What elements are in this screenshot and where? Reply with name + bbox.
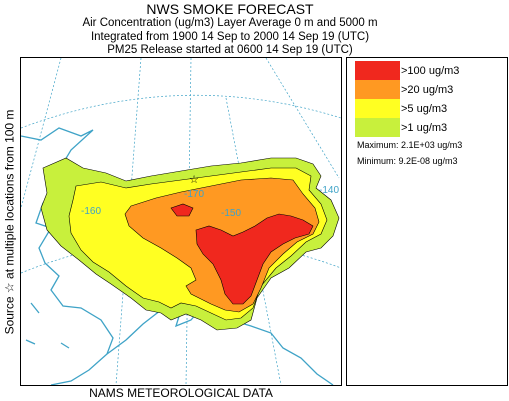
source-side-label: Source ☆ at multiple locations from 100 … (0, 57, 18, 387)
legend-label: >1 ug/m3 (401, 121, 448, 134)
longitude-label: -160 (81, 206, 101, 217)
legend-swatch (355, 118, 400, 137)
meridian-line (185, 58, 192, 385)
map-panel: -170 -160 -150 -140 ☆ (20, 57, 342, 386)
legend-item: >1 ug/m3 (355, 118, 447, 137)
meridian-line (21, 58, 62, 209)
contour-gt100 (195, 213, 314, 305)
title-block: NWS SMOKE FORECAST Air Concentration (ug… (20, 0, 440, 58)
legend-swatch (355, 99, 400, 118)
maximum-value: Maximum: 2.1E+03 ug/m3 (357, 140, 463, 150)
meteorological-data-label: NAMS METEOROLOGICAL DATA (89, 386, 273, 400)
concentration-description: Air Concentration (ug/m3) Layer Average … (82, 17, 378, 29)
forecast-title: NWS SMOKE FORECAST (146, 1, 314, 17)
longitude-label: -140 (319, 185, 339, 196)
source-side-label-text: Source ☆ at multiple locations from 100 … (2, 109, 17, 335)
islands (25, 302, 70, 349)
longitude-label: -170 (184, 189, 204, 200)
minimum-value: Minimum: 9.2E-08 ug/m3 (357, 156, 458, 166)
west-coast (21, 127, 114, 385)
meridian-line (225, 97, 282, 385)
release-start: PM25 Release started at 0600 14 Sep 19 (… (107, 44, 353, 56)
latitude-line (21, 94, 341, 129)
longitude-label: -150 (221, 208, 241, 219)
meridian-line (265, 58, 340, 179)
legend-label: >20 ug/m3 (401, 83, 454, 96)
contour-gt100-north (170, 203, 194, 217)
legend-label: >5 ug/m3 (401, 102, 448, 115)
smoke-contours (40, 157, 340, 331)
legend-item: >20 ug/m3 (355, 80, 453, 99)
integration-period: Integrated from 1900 14 Sep to 2000 14 S… (90, 30, 370, 43)
source-star-icon: ☆ (189, 173, 199, 186)
legend-panel: >100 ug/m3 >20 ug/m3 >5 ug/m3 >1 ug/m3 M… (346, 57, 508, 386)
legend-item: >100 ug/m3 (355, 61, 459, 80)
legend-item: >5 ug/m3 (355, 99, 447, 118)
legend-label: >100 ug/m3 (401, 64, 460, 77)
smoke-map: -170 -160 -150 -140 ☆ (21, 58, 341, 385)
legend-swatch (355, 80, 400, 99)
meridian-line (115, 58, 142, 385)
legend-swatch (355, 61, 400, 80)
